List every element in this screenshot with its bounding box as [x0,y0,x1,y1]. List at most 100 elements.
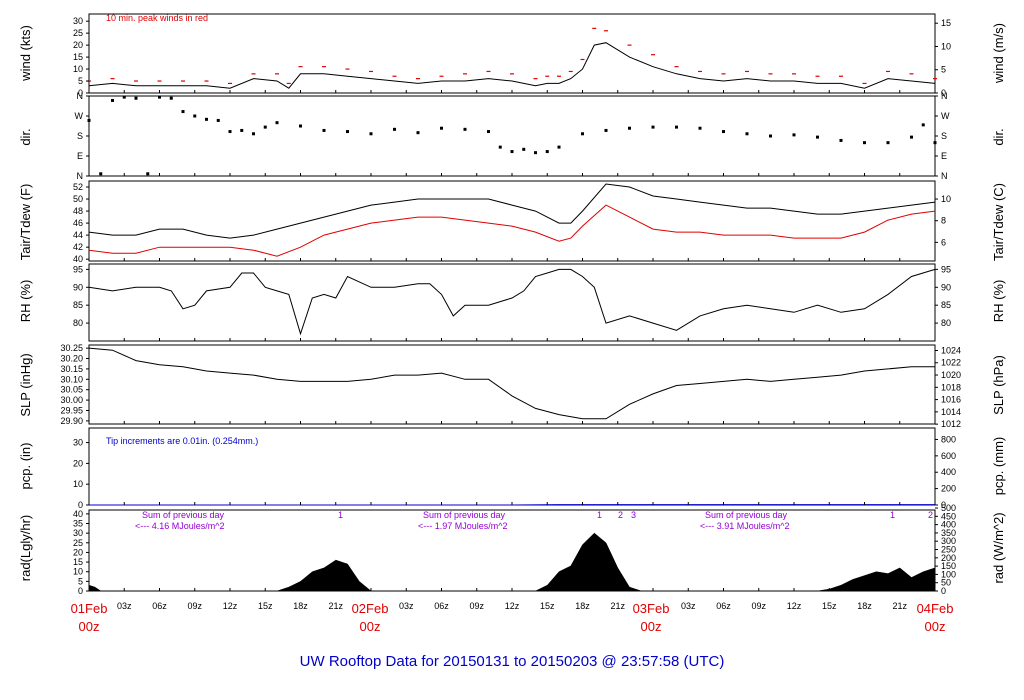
wind-left-tick-label: 25 [73,28,83,38]
hour-tick-label: 06z [434,601,449,611]
temp-tair_F-line [88,183,936,239]
temp-left-tick-label: 42 [73,242,83,252]
rad-sum-2-line2: <--- 1.97 MJoules/m^2 [418,521,508,531]
rad-right-label: rad (W/m^2) [991,512,1006,583]
dir-right-tick-label: N [941,171,948,181]
rad-sum-3-line1: Sum of previous day [705,510,788,520]
wind-right-tick-label: 0 [941,88,946,98]
dir-point [87,118,91,122]
dir-right-tick-label: E [941,151,947,161]
wind-left-tick-label: 15 [73,52,83,62]
hour-tick-label: 18z [857,601,872,611]
temp-left-tick-label: 40 [73,254,83,264]
dir-point [557,145,561,149]
slp-left-tick-label: 30.05 [60,385,83,395]
dir-point [581,132,584,136]
dir-right-tick-label: S [941,131,947,141]
rh-frame [88,263,936,342]
temp-left-tick-label: 46 [73,218,83,228]
rad-right-tick-label: 250 [941,545,956,555]
pcp-left-tick-label: 20 [73,458,83,468]
rad-marker-5: 1 [890,510,895,520]
dir-point [275,121,279,125]
rad-marker-6: 2 [928,510,933,520]
pcp-left-label: pcp. (in) [18,443,33,490]
pcp-left-tick-label: 10 [73,479,83,489]
dir-left-tick-label: N [77,171,84,181]
slp-slp_inHg-line [88,347,935,420]
dir-point [440,126,443,130]
wind-left-tick-label: 20 [73,40,83,50]
dir-point [240,128,244,132]
rad-left-tick-label: 25 [73,538,83,548]
pcp-right-label: pcp. (mm) [991,437,1006,496]
dir-point [193,114,197,118]
rh-right-tick-label: 85 [941,300,951,310]
rad-right-tick-label: 100 [941,569,956,579]
pcp-left-tick-label: 30 [73,438,83,448]
dir-left-tick-label: E [77,151,83,161]
dir-point [839,138,843,142]
temp-frame [88,180,936,262]
wind-right-tick-label: 5 [941,65,946,75]
rh-left-label: RH (%) [18,280,33,323]
slp-left-tick-label: 30.10 [60,374,83,384]
wind-right-tick-label: 15 [941,18,951,28]
rad-sum-2-line1: Sum of previous day [423,510,506,520]
rad-right-tick-label: 450 [941,511,956,521]
temp-right-tick-label: 6 [941,237,946,247]
slp-left-tick-label: 30.25 [60,343,83,353]
rad-marker-1: 1 [338,510,343,520]
hour-tick-label: 18z [575,601,590,611]
dir-point [228,130,232,134]
rh-left-tick-label: 85 [73,300,83,310]
day-hour-1: 00z [79,619,100,634]
dir-point [169,96,173,100]
dir-point [322,128,326,132]
dir-point [886,141,890,145]
rad-left-tick-label: 0 [78,586,83,596]
dir-point [216,118,220,122]
rad-right-tick-label: 400 [941,520,956,530]
temp-tdew_F-line [88,204,936,257]
dir-point [487,130,490,134]
rad-marker-4: 3 [631,510,636,520]
slp-right-tick-label: 1020 [941,370,961,380]
rad-right-tick-label: 200 [941,553,956,563]
wind-sustained_kts-line [88,42,936,89]
slp-right-tick-label: 1016 [941,395,961,405]
rad-right-tick-label: 0 [941,586,946,596]
wind-left-tick-label: 0 [78,88,83,98]
temp-left-label: Tair/Tdew (F) [18,184,33,261]
dir-point [921,123,925,127]
hour-tick-label: 15z [540,601,555,611]
dir-point [933,141,937,145]
pcp-left-tick-label: 0 [78,500,83,510]
temp-right-tick-label: 10 [941,194,951,204]
dir-point [722,130,725,134]
slp-left-tick-label: 30.15 [60,364,83,374]
rad-marker-3: 2 [618,510,623,520]
dir-right-label: dir. [991,128,1006,145]
hour-tick-label: 15z [822,601,837,611]
dir-point [651,125,655,129]
dir-point [252,132,255,136]
chart-title: UW Rooftop Data for 20150131 to 20150203… [300,653,725,670]
day-hour-4: 00z [925,619,946,634]
dir-point [863,141,866,145]
rad-left-tick-label: 40 [73,509,83,519]
wind-right-tick-label: 10 [941,41,951,51]
pcp-right-tick-label: 200 [941,484,956,494]
dir-frame [88,95,936,177]
rad-left-tick-label: 10 [73,567,83,577]
rh-left-tick-label: 80 [73,318,83,328]
hour-tick-label: 06z [716,601,731,611]
hour-tick-label: 09z [751,601,766,611]
slp-left-tick-label: 30.20 [60,354,83,364]
rad-left-label: rad(Lgly/hr) [18,515,33,581]
dir-point [769,134,772,138]
dir-point [346,130,349,134]
dir-point [910,135,913,139]
hour-tick-label: 06z [152,601,167,611]
dir-point [498,145,502,149]
